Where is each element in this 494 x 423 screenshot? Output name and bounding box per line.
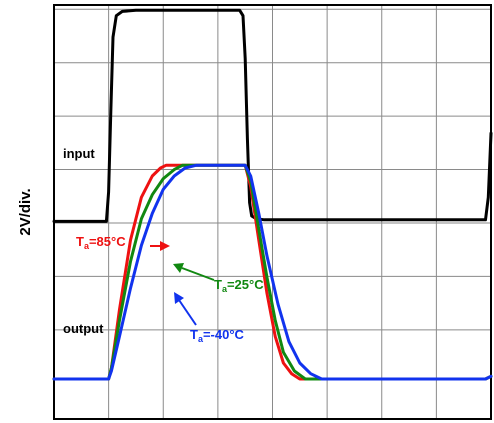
t25-label: Ta=25°C xyxy=(214,277,264,294)
tm40-arrow xyxy=(179,300,196,325)
y-axis-label: 2V/div. xyxy=(17,188,34,235)
output-label: output xyxy=(63,321,104,336)
input-label: input xyxy=(63,146,95,161)
t25-arrow xyxy=(182,268,214,280)
tm40-arrowhead xyxy=(174,292,184,304)
t85-label: Ta=85°C xyxy=(76,234,126,251)
grid xyxy=(54,5,491,419)
t85-arrowhead xyxy=(160,241,170,251)
